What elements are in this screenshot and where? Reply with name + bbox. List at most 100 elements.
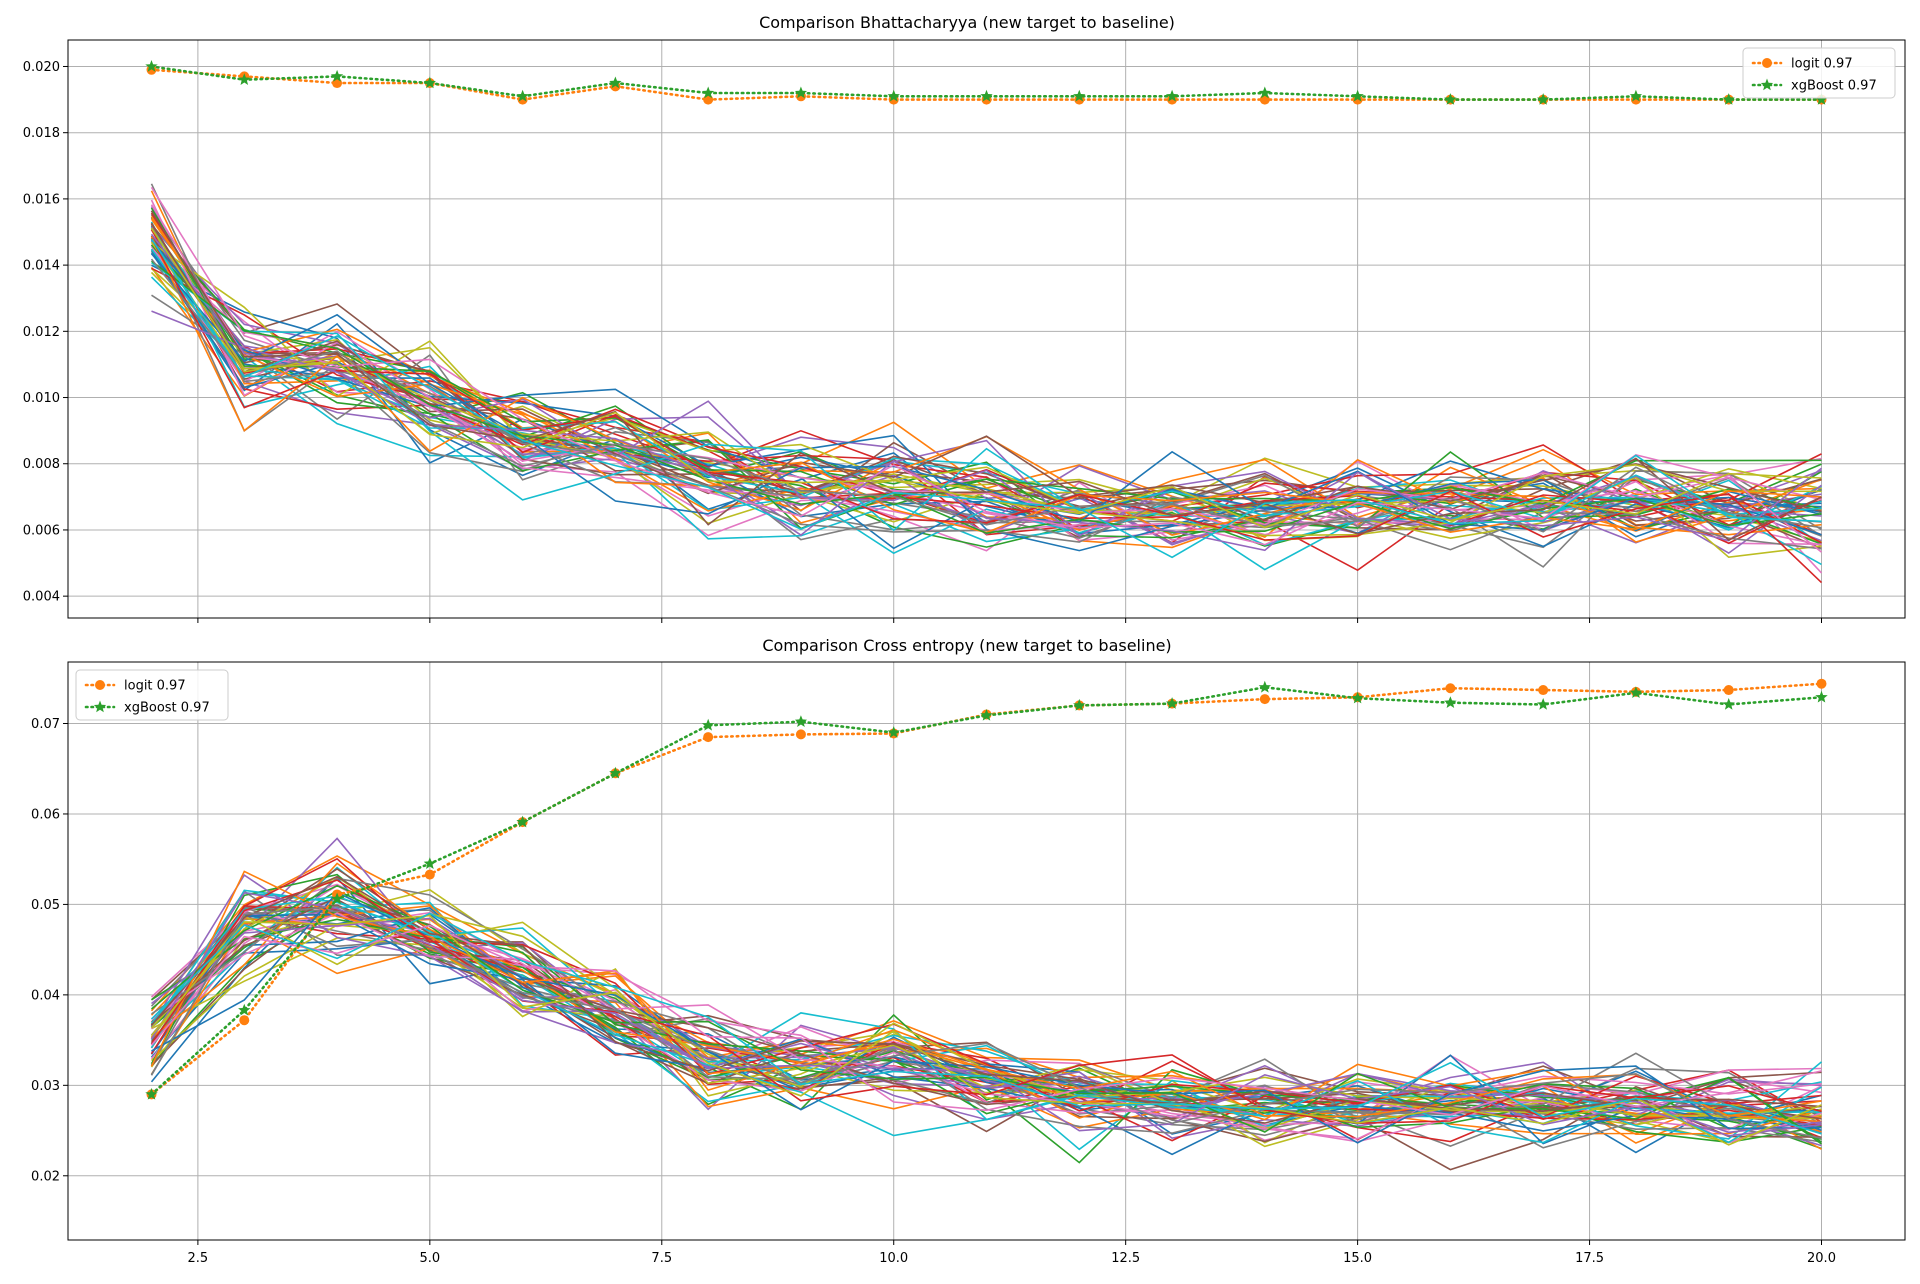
data-point [1816,678,1827,689]
legend: logit 0.97 xgBoost 0.97 [1742,47,1896,99]
data-point [980,89,993,102]
run-line [150,222,1822,513]
x-tick-label: 15.0 [1343,1251,1372,1266]
run-line [150,905,1822,1140]
data-point [1722,93,1735,105]
run-line [150,912,1822,1142]
run-line [150,204,1822,526]
y-tick-label: 0.010 [23,391,60,406]
data-point [1815,690,1828,703]
legend-marker [93,700,107,713]
background-lines [150,837,1823,1171]
run-line [151,918,1822,1145]
data-point [1259,694,1270,705]
legend-label: xgBoost 0.97 [124,701,210,716]
legend-label: logit 0.97 [1791,57,1853,72]
data-point [887,726,900,738]
data-point [1351,691,1364,704]
data-point [1444,93,1457,105]
run-line [150,924,1822,1116]
series-line [150,682,1823,1096]
data-point [1629,686,1643,698]
data-point [1445,683,1456,694]
data-point [1815,93,1828,105]
data-point [1629,89,1643,102]
y-tick-label: 0.004 [23,590,60,605]
legend-label: xgBoost 0.97 [1791,79,1877,94]
chart-title: Comparison Cross entropy (new target to … [762,636,1171,655]
run-line [150,221,1822,531]
data-point [332,78,343,89]
panel-cross-entropy: Comparison Cross entropy (new target to … [31,636,1906,1266]
y-tick-label: 0.06 [31,807,60,822]
run-line [151,917,1822,1134]
data-point [516,89,529,102]
data-point [887,89,900,102]
data-point [980,708,993,721]
data-point [238,1003,251,1016]
y-tick-label: 0.03 [31,1079,60,1094]
run-line [150,258,1822,533]
run-line [150,241,1822,537]
data-point [703,732,714,743]
data-point [238,73,251,85]
data-point [330,69,344,82]
data-point [1258,86,1271,99]
x-tick-label: 12.5 [1111,1251,1140,1266]
legend-marker [1760,78,1774,91]
run-line [150,914,1822,1146]
legend-label: logit 0.97 [124,679,186,694]
x-tick-label: 2.5 [188,1251,209,1266]
x-tick-label: 20.0 [1807,1251,1836,1266]
data-point [702,86,715,99]
run-line [150,186,1823,553]
data-point [1165,89,1179,102]
x-tick-label: 10.0 [879,1251,908,1266]
run-line [150,237,1823,584]
chart-title: Comparison Bhattacharyya (new target to … [759,13,1175,32]
run-line [150,895,1822,1144]
data-point [1722,698,1735,710]
data-point [1165,697,1179,709]
run-line [150,253,1822,536]
y-tick-label: 0.014 [23,259,60,274]
run-line [150,183,1822,551]
data-point [239,1015,250,1026]
data-point [423,857,436,869]
x-tick-label: 5.0 [419,1251,440,1266]
y-tick-label: 0.006 [23,523,60,538]
run-line [150,912,1822,1135]
data-point [423,76,436,89]
data-point [702,718,715,731]
x-tick-label: 7.5 [651,1251,672,1266]
run-line [150,870,1822,1118]
plot-frame [67,39,1906,619]
legend-marker [95,680,105,690]
y-tick-label: 0.018 [23,126,60,141]
background-lines [150,183,1823,584]
data-point [1259,94,1270,105]
y-tick-label: 0.07 [31,717,60,732]
data-point [1723,685,1734,696]
data-point [516,815,529,828]
y-tick-label: 0.04 [31,988,60,1003]
y-tick-label: 0.012 [23,325,60,340]
data-point [1537,93,1550,105]
data-point [703,94,714,105]
run-line [150,210,1822,541]
data-point [795,729,806,740]
run-line [150,207,1822,506]
y-tick-label: 0.020 [23,60,60,75]
data-point [1538,685,1549,696]
legend: logit 0.97 xgBoost 0.97 [75,669,229,721]
y-tick-label: 0.008 [23,457,60,472]
run-line [151,877,1822,1134]
data-point [1444,696,1457,708]
data-point [330,892,344,905]
x-tick-label: 17.5 [1575,1251,1604,1266]
panel-bhattacharyya: Comparison Bhattacharyya (new target to … [23,13,1906,623]
y-tick-label: 0.05 [31,898,60,913]
data-point [1351,89,1364,102]
